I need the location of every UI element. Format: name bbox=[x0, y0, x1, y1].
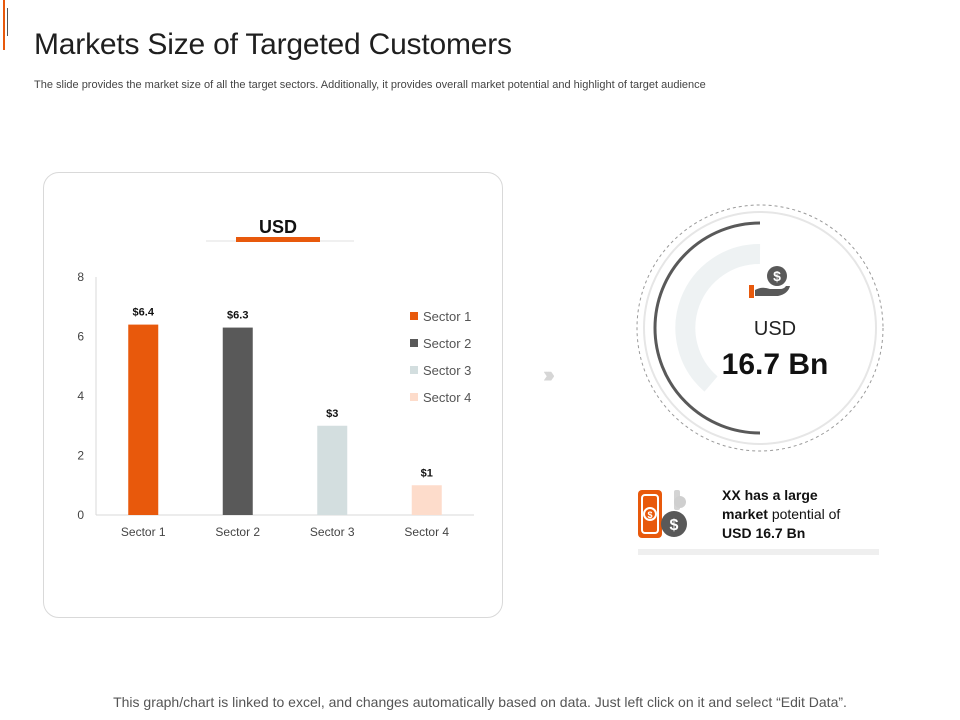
x-tick-label: Sector 4 bbox=[404, 525, 449, 539]
y-tick-label: 4 bbox=[77, 389, 84, 403]
x-tick-label: Sector 1 bbox=[121, 525, 166, 539]
currency-exchange-icon: $ $ bbox=[638, 490, 687, 538]
note-prefix: XX has a large bbox=[722, 487, 818, 503]
y-tick-label: 2 bbox=[77, 449, 84, 463]
svg-text:$: $ bbox=[647, 510, 652, 520]
legend-swatch bbox=[410, 393, 418, 401]
note-underline-bar bbox=[638, 549, 879, 555]
legend-swatch bbox=[410, 312, 418, 320]
gauge-outer-ring bbox=[643, 211, 877, 445]
svg-text:$: $ bbox=[670, 517, 679, 534]
market-gauge bbox=[636, 204, 884, 452]
bar-sector-1[interactable] bbox=[128, 324, 159, 515]
legend-label: Sector 2 bbox=[423, 336, 471, 351]
x-tick-label: Sector 2 bbox=[215, 525, 260, 539]
bar-data-label: $6.3 bbox=[227, 310, 248, 322]
y-tick-label: 6 bbox=[77, 330, 84, 344]
gauge-dashed-ring bbox=[636, 204, 884, 452]
corner-accent-bar bbox=[3, 0, 5, 50]
market-potential-note: XX has a large market potential of USD 1… bbox=[722, 486, 882, 543]
note-middle: potential of bbox=[771, 506, 841, 522]
market-size-value: 16.7 Bn bbox=[721, 348, 829, 381]
market-currency-label: USD bbox=[753, 318, 797, 340]
legend-swatch bbox=[410, 366, 418, 374]
chevron-right-icon: ››› bbox=[543, 362, 555, 387]
chart-title: USD bbox=[259, 217, 297, 237]
bar-chart[interactable]: USD 0 2 4 6 8 $6.4 Sector 1 $6.3 Sector 2 $3 Sect… bbox=[44, 173, 502, 617]
chart-card[interactable]: USD 0 2 4 6 8 $6.4 Sector 1 $6.3 Sector 2 $3 Sect… bbox=[43, 172, 503, 618]
bar-sector-2[interactable] bbox=[222, 327, 253, 515]
gauge-light-arc bbox=[675, 243, 761, 392]
bar-sector-4[interactable] bbox=[411, 485, 442, 515]
y-tick-label: 0 bbox=[77, 508, 84, 522]
money-hand-icon: $ bbox=[749, 266, 790, 298]
bar-sector-3[interactable] bbox=[317, 425, 348, 515]
legend-swatch bbox=[410, 339, 418, 347]
legend-label: Sector 4 bbox=[423, 390, 471, 405]
legend-label: Sector 1 bbox=[423, 309, 471, 324]
footer-note: This graph/chart is linked to excel, and… bbox=[113, 694, 847, 710]
bar-data-label: $6.4 bbox=[133, 307, 155, 319]
bar-data-label: $3 bbox=[326, 408, 338, 420]
page-title: Markets Size of Targeted Customers bbox=[34, 28, 512, 61]
chart-title-underline bbox=[236, 237, 320, 242]
x-tick-label: Sector 3 bbox=[310, 525, 355, 539]
note-suffix: USD 16.7 Bn bbox=[722, 525, 806, 541]
svg-text:$: $ bbox=[773, 268, 781, 284]
gauge-dark-arc bbox=[653, 221, 761, 435]
bar-data-label: $1 bbox=[421, 467, 433, 479]
page-subtitle: The slide provides the market size of al… bbox=[34, 79, 706, 91]
y-tick-label: 8 bbox=[77, 270, 84, 284]
note-bold: market bbox=[722, 506, 768, 522]
legend-label: Sector 3 bbox=[423, 363, 471, 378]
corner-divider-line bbox=[7, 8, 8, 36]
